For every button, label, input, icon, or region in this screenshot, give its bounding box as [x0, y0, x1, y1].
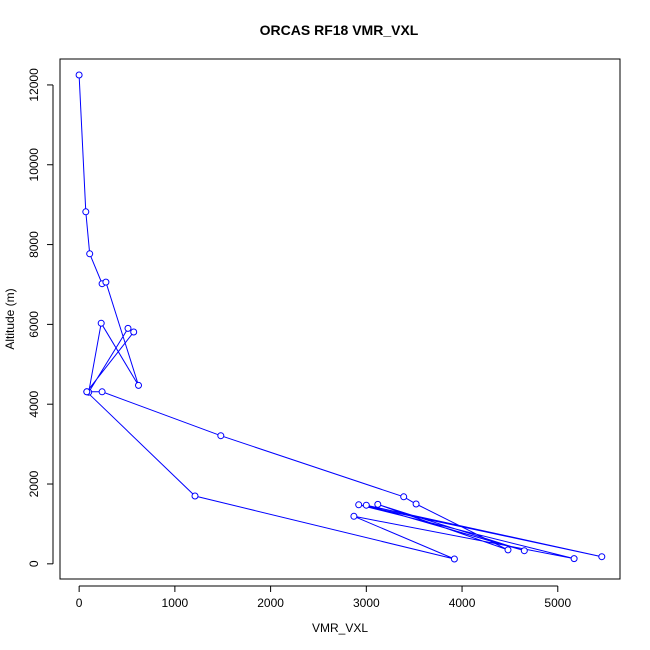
data-point [355, 501, 363, 509]
y-axis: 0 2000 4000 6000 8000 10000 12000 [27, 68, 54, 567]
data-point [98, 388, 106, 396]
y-axis-label: Altitude (m) [3, 288, 17, 349]
data-point [83, 388, 91, 396]
x-tick-label: 0 [76, 596, 83, 610]
data-point [412, 500, 420, 508]
data-point [217, 432, 225, 440]
data-point [75, 71, 83, 79]
series-line [78, 74, 602, 560]
data-point [374, 500, 382, 508]
data-point [520, 547, 528, 555]
data-point [598, 553, 606, 561]
data-point [130, 328, 138, 336]
data-point [350, 512, 358, 520]
data-point [97, 319, 105, 327]
data-point [504, 546, 512, 554]
y-tick-label: 10000 [27, 148, 41, 182]
y-tick-label: 12000 [27, 68, 41, 102]
data-point [400, 493, 408, 501]
chart-title: ORCAS RF18 VMR_VXL [260, 22, 419, 38]
y-tick-label: 0 [27, 560, 41, 567]
y-tick-label: 8000 [27, 231, 41, 258]
data-point [86, 250, 94, 258]
data-point [570, 555, 578, 563]
y-tick-label: 4000 [27, 391, 41, 418]
data-point [362, 501, 370, 509]
data-point [450, 555, 458, 563]
x-tick-label: 5000 [544, 596, 571, 610]
data-point [124, 324, 132, 332]
x-tick-label: 2000 [257, 596, 284, 610]
y-tick-label: 2000 [27, 470, 41, 497]
data-point [82, 208, 90, 216]
series-layer [75, 71, 606, 563]
data-point [191, 492, 199, 500]
x-axis-label: VMR_VXL [312, 621, 368, 635]
data-point [135, 381, 142, 389]
x-tick-label: 3000 [353, 596, 380, 610]
plot-frame [59, 58, 621, 580]
data-point [102, 278, 110, 286]
x-tick-label: 1000 [162, 596, 189, 610]
x-tick-label: 4000 [449, 596, 476, 610]
x-axis: 0 1000 2000 3000 4000 5000 [76, 585, 571, 610]
y-tick-label: 6000 [27, 311, 41, 338]
